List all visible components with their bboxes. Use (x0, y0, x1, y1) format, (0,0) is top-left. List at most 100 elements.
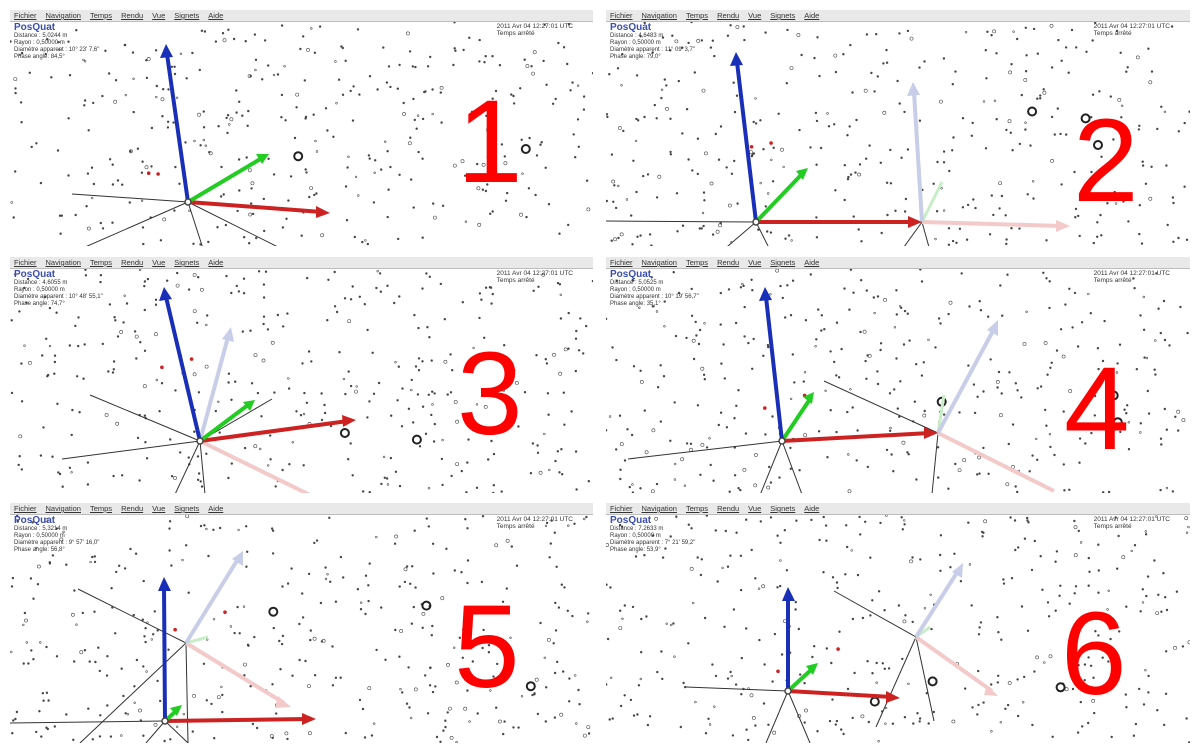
menu-rendu[interactable]: Rendu (717, 258, 740, 267)
menu-temps[interactable]: Temps (685, 11, 709, 20)
star (44, 518, 49, 523)
menu-rendu[interactable]: Rendu (717, 11, 740, 20)
star (1079, 700, 1082, 704)
menu-temps[interactable]: Temps (685, 504, 709, 513)
menu-vue[interactable]: Vue (748, 258, 762, 267)
3d-viewport[interactable] (606, 515, 1190, 743)
star (726, 34, 730, 37)
star (155, 84, 159, 88)
star (1144, 182, 1148, 186)
star (835, 719, 839, 723)
3d-viewport[interactable] (606, 269, 1190, 493)
menu-navigation[interactable]: Navigation (641, 258, 677, 267)
menu-temps[interactable]: Temps (685, 258, 709, 267)
scene-svg[interactable] (10, 22, 593, 246)
star (817, 430, 821, 433)
scene-svg[interactable] (10, 269, 593, 493)
menu-signets[interactable]: Signets (174, 504, 200, 513)
menu-aide[interactable]: Aide (208, 258, 224, 267)
star (1011, 423, 1015, 426)
menu-signets[interactable]: Signets (174, 11, 200, 20)
star (1022, 342, 1027, 346)
3d-viewport[interactable] (606, 22, 1190, 246)
star (898, 415, 901, 419)
menu-temps[interactable]: Temps (89, 11, 113, 20)
star (990, 730, 993, 733)
menu-signets[interactable]: Signets (770, 258, 796, 267)
menu-signets[interactable]: Signets (174, 258, 200, 267)
star (174, 389, 177, 392)
3d-viewport[interactable] (10, 269, 593, 493)
star (466, 581, 469, 585)
star (142, 665, 145, 668)
star (452, 163, 457, 168)
menu-vue[interactable]: Vue (748, 504, 762, 513)
menu-fichier[interactable]: Fichier (610, 11, 633, 20)
star (72, 660, 76, 663)
star (957, 468, 962, 473)
star (815, 216, 818, 219)
menu-navigation[interactable]: Navigation (641, 504, 677, 513)
menu-vue[interactable]: Vue (152, 504, 166, 513)
menu-fichier[interactable]: Fichier (14, 258, 37, 267)
menu-temps[interactable]: Temps (89, 258, 113, 267)
menu-navigation[interactable]: Navigation (641, 11, 677, 20)
menu-rendu[interactable]: Rendu (717, 504, 740, 513)
menu-vue[interactable]: Vue (748, 11, 762, 20)
menu-signets[interactable]: Signets (770, 504, 796, 513)
3d-viewport[interactable] (10, 22, 593, 246)
menu-fichier[interactable]: Fichier (610, 504, 633, 513)
menu-temps[interactable]: Temps (89, 504, 113, 513)
star (643, 553, 646, 557)
menu-rendu[interactable]: Rendu (121, 504, 144, 513)
scene-svg[interactable] (606, 515, 1190, 743)
menu-aide[interactable]: Aide (208, 11, 224, 20)
star (1016, 389, 1019, 392)
star (1138, 232, 1141, 236)
star (340, 45, 343, 48)
star (1014, 382, 1017, 385)
star (167, 88, 170, 91)
star (309, 629, 312, 632)
menu-navigation[interactable]: Navigation (45, 258, 81, 267)
star (804, 708, 808, 713)
star (187, 288, 191, 291)
menu-aide[interactable]: Aide (804, 258, 820, 267)
star (669, 117, 672, 121)
bright-star (1112, 417, 1123, 428)
scene-svg[interactable] (606, 22, 1190, 246)
star (606, 199, 608, 203)
star (1104, 620, 1108, 624)
3d-viewport[interactable] (10, 515, 593, 743)
star (10, 201, 13, 204)
menu-aide[interactable]: Aide (208, 504, 224, 513)
menu-aide[interactable]: Aide (804, 504, 820, 513)
menu-signets[interactable]: Signets (770, 11, 796, 20)
star (324, 566, 327, 569)
menu-fichier[interactable]: Fichier (14, 504, 37, 513)
star (320, 392, 323, 395)
star (202, 138, 206, 142)
reference-line (787, 690, 811, 743)
star (978, 300, 981, 303)
star (1068, 389, 1073, 393)
menu-rendu[interactable]: Rendu (121, 11, 144, 20)
scene-svg[interactable] (606, 269, 1190, 493)
star (261, 78, 264, 81)
menu-navigation[interactable]: Navigation (45, 504, 81, 513)
star (78, 411, 81, 414)
red-marker (146, 171, 151, 175)
scene-svg[interactable] (10, 515, 593, 743)
star (768, 465, 771, 469)
star (859, 533, 862, 536)
star (415, 127, 418, 130)
star (1092, 241, 1095, 245)
menu-fichier[interactable]: Fichier (14, 11, 37, 20)
menu-vue[interactable]: Vue (152, 11, 166, 20)
menu-rendu[interactable]: Rendu (121, 258, 144, 267)
menu-fichier[interactable]: Fichier (610, 258, 633, 267)
menu-navigation[interactable]: Navigation (45, 11, 81, 20)
menu-aide[interactable]: Aide (804, 11, 820, 20)
menu-vue[interactable]: Vue (152, 258, 166, 267)
star (892, 470, 895, 473)
